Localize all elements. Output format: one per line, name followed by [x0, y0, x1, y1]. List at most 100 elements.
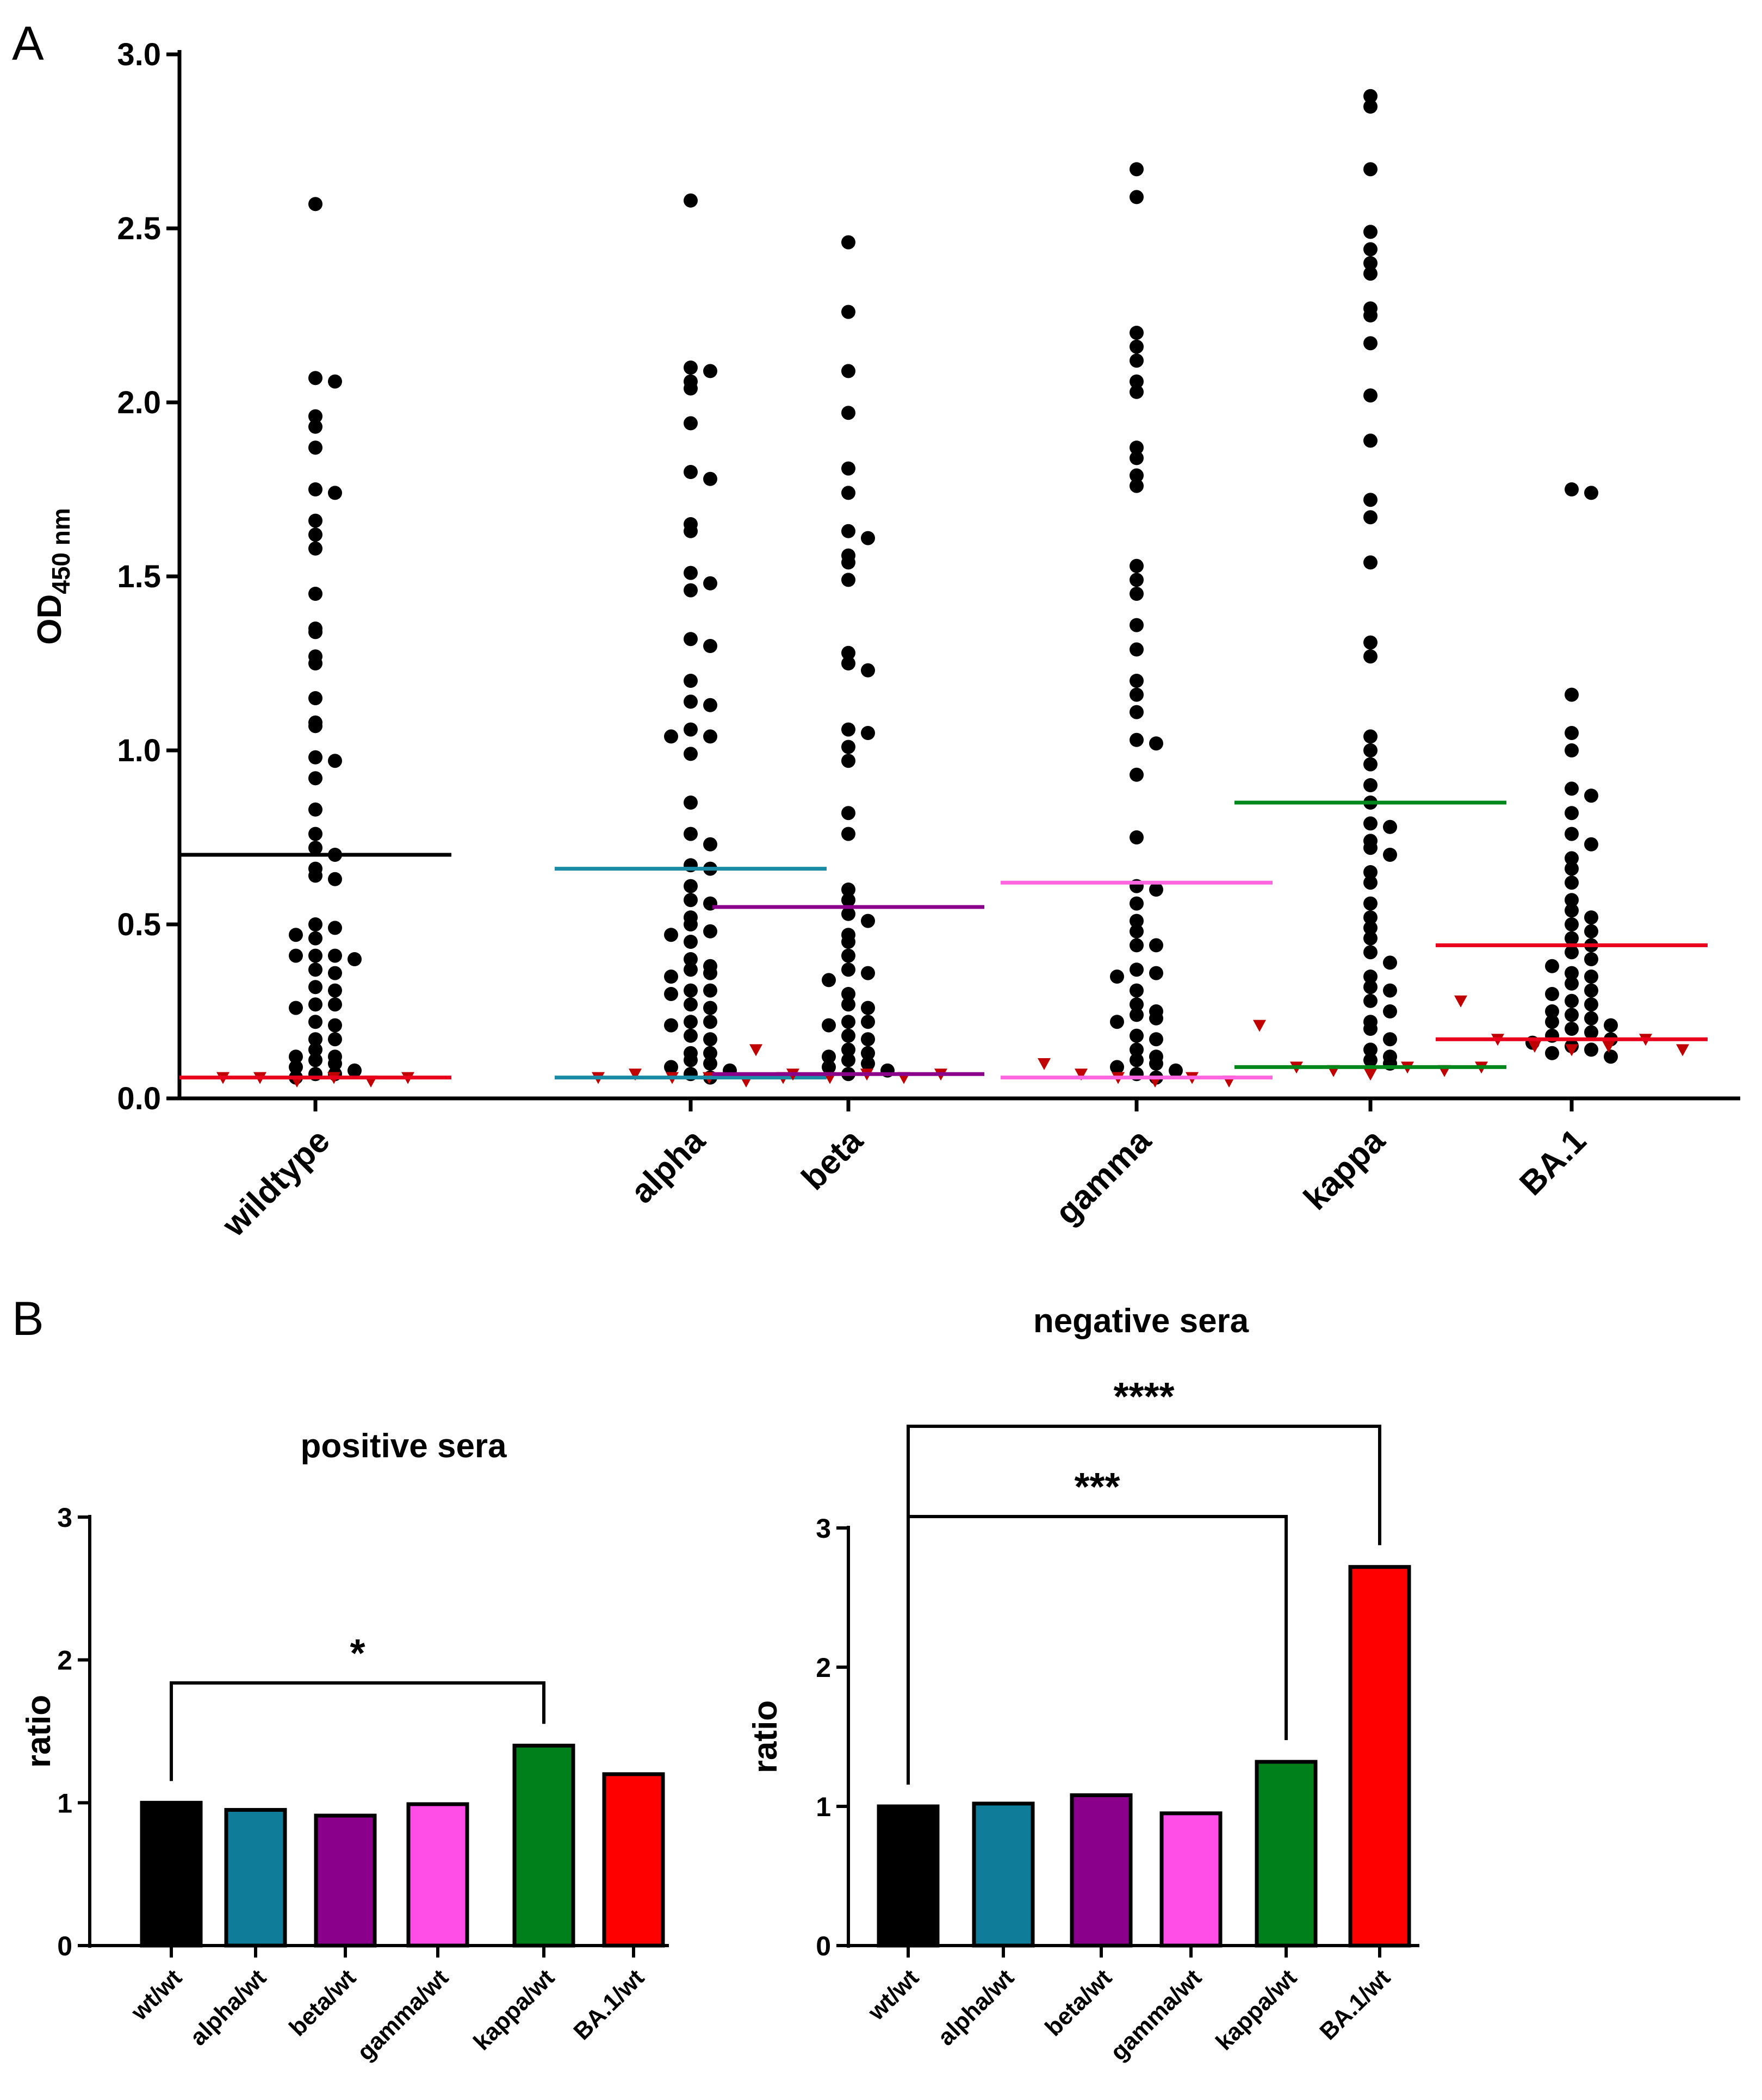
data-point	[841, 962, 855, 977]
data-point	[841, 997, 855, 1012]
data-point	[1584, 1025, 1598, 1040]
data-point	[841, 406, 855, 420]
data-point	[1110, 1015, 1124, 1029]
data-point	[1565, 1022, 1579, 1036]
data-point	[1149, 1011, 1163, 1026]
negative-marker	[1253, 1020, 1266, 1032]
data-point	[703, 837, 717, 852]
data-point	[664, 987, 678, 1001]
data-point	[1149, 883, 1163, 897]
data-point	[664, 1060, 678, 1074]
data-point	[1363, 945, 1378, 960]
data-point	[703, 1001, 717, 1015]
bar-beta-wt	[1070, 1793, 1133, 1948]
data-point	[1363, 1022, 1378, 1036]
data-point	[1565, 993, 1579, 1008]
data-point	[1363, 875, 1378, 890]
data-point	[1383, 955, 1397, 970]
data-point	[1130, 1028, 1144, 1043]
negative-marker	[1602, 1041, 1615, 1053]
data-point	[841, 305, 855, 319]
data-point	[1130, 767, 1144, 782]
group-alpha: alpha	[555, 193, 827, 1210]
data-point	[703, 924, 717, 939]
data-point	[841, 364, 855, 378]
data-point	[1584, 788, 1598, 803]
data-point	[1363, 816, 1378, 831]
data-point	[1363, 510, 1378, 525]
data-point	[1110, 970, 1124, 984]
data-point	[684, 893, 698, 908]
data-point	[1149, 1032, 1163, 1047]
y-tick-label-a: 1.5	[117, 559, 161, 594]
y-tick-label-negative: 3	[816, 1513, 831, 1544]
data-point	[1584, 952, 1598, 966]
chart-title-negative: negative sera	[1033, 1302, 1249, 1340]
data-point	[1565, 931, 1579, 946]
data-point	[348, 1063, 362, 1078]
data-point	[841, 1042, 855, 1057]
data-point	[703, 966, 717, 980]
data-point	[308, 827, 322, 841]
data-point	[1565, 827, 1579, 841]
data-point	[861, 1032, 875, 1047]
data-point	[1383, 1032, 1397, 1047]
data-point	[1604, 1018, 1618, 1033]
y-tick-label-negative: 2	[816, 1652, 831, 1683]
data-point	[664, 970, 678, 984]
data-point	[822, 1018, 836, 1033]
data-point	[1565, 917, 1579, 931]
data-point	[703, 698, 717, 712]
significance-label: ****	[1113, 1375, 1174, 1419]
data-point	[1565, 806, 1579, 821]
data-point	[1363, 308, 1378, 322]
data-point	[1565, 903, 1579, 918]
data-point	[328, 997, 342, 1012]
data-point	[1130, 732, 1144, 747]
data-point	[1130, 962, 1144, 977]
bar-beta-wt	[314, 1813, 377, 1948]
chart-a-od450-dotplot: 0.0 0.5 1.0 1.5 2.0 2.5 3.0 OD450 nm wildtype alp…	[31, 37, 1740, 1244]
data-point	[684, 997, 698, 1012]
data-point	[664, 729, 678, 744]
data-point	[348, 952, 362, 966]
data-point	[308, 419, 322, 434]
data-point	[684, 1053, 698, 1067]
data-point	[308, 197, 322, 212]
data-point	[1545, 959, 1559, 973]
data-point	[308, 771, 322, 786]
data-point	[1565, 945, 1579, 960]
significance-label: *	[350, 1632, 365, 1675]
x-tick-label-alpha-wt: alpha/wt	[933, 1964, 1019, 2051]
data-point	[1363, 743, 1378, 757]
data-point	[308, 802, 322, 817]
data-point	[1130, 479, 1144, 493]
data-point	[1130, 705, 1144, 719]
significance-bracket	[170, 1681, 545, 1781]
negative-marker	[1364, 1068, 1377, 1081]
data-point	[841, 461, 855, 476]
data-point	[1130, 326, 1144, 340]
x-tick-label-kappa-wt: kappa/wt	[468, 1964, 560, 2055]
data-point	[684, 722, 698, 737]
data-point	[1545, 1015, 1559, 1029]
group-wildtype: wildtype	[179, 197, 451, 1244]
panel-label-b: B	[12, 1291, 44, 1345]
data-point	[684, 694, 698, 709]
data-point	[328, 966, 342, 980]
data-point	[1545, 987, 1559, 1001]
data-point	[308, 371, 322, 386]
data-point	[1584, 983, 1598, 998]
negative-marker	[1075, 1068, 1088, 1081]
data-point	[289, 1001, 303, 1015]
data-point	[841, 573, 855, 587]
data-point	[1363, 388, 1378, 403]
y-axis-label-main: OD	[31, 594, 69, 645]
y-axis-label-a: OD450 nm	[31, 508, 75, 645]
y-axis-label-positive: ratio	[20, 1695, 58, 1768]
data-point	[1363, 162, 1378, 177]
data-point	[703, 471, 717, 486]
significance-bracket	[907, 1425, 1381, 1785]
data-point	[1149, 938, 1163, 953]
data-point	[328, 872, 342, 886]
